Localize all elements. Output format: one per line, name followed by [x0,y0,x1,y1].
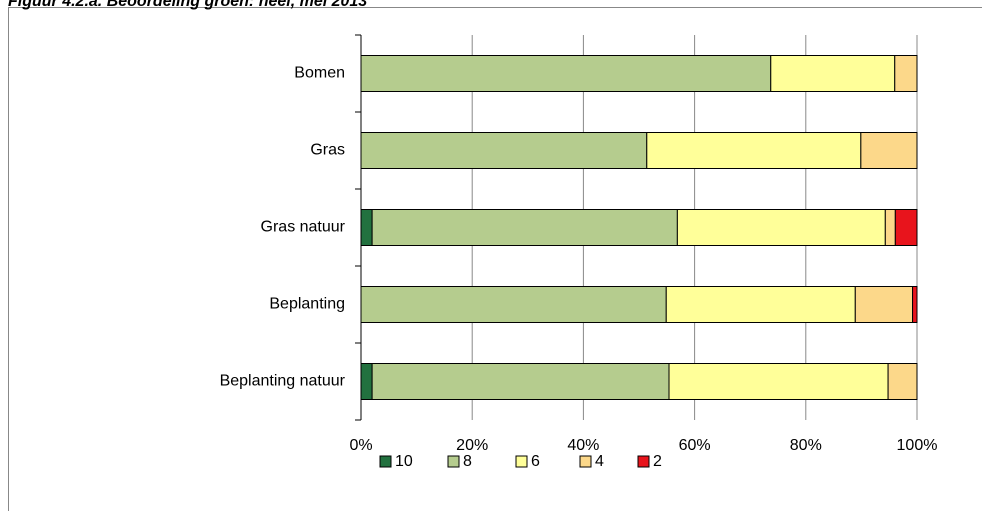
legend-swatch [447,455,460,468]
x-tick-label: 0% [349,437,372,454]
bar-segment [360,132,648,169]
bar-segment [894,209,918,246]
bar-segment [887,363,918,400]
bar-segment [371,363,670,400]
x-tick-label: 20% [456,437,488,454]
y-tick-label: Bomen [294,65,345,82]
x-tick-label: 100% [897,437,938,454]
y-tick-label: Beplanting [269,296,345,313]
legend-swatch [637,455,650,468]
legend-label: 8 [463,453,472,470]
bar-segment [360,55,772,92]
legend-label: 10 [395,453,413,470]
bar-segment [884,209,896,246]
legend-swatch [579,455,592,468]
bar-segment [894,55,918,92]
bar-segment [668,363,889,400]
y-tick-label: Gras [310,142,345,159]
bar-segment [770,55,896,92]
chart-frame [8,7,982,511]
legend-label: 2 [653,453,662,470]
bar-segment [646,132,862,169]
bar-segment [860,132,918,169]
x-tick-label: 60% [679,437,711,454]
y-tick-label: Gras natuur [261,219,346,236]
bar-segment [854,286,914,323]
bar-segment [360,209,373,246]
bar-segment [665,286,856,323]
y-tick-label: Beplanting natuur [220,373,346,390]
legend-label: 4 [595,453,604,470]
bar-segment [371,209,678,246]
x-tick-label: 40% [567,437,599,454]
legend-swatch [515,455,528,468]
chart-title: Figuur 4.2.a. Beoordeling groen: heel, m… [8,0,367,10]
legend-label: 6 [531,453,540,470]
bar-segment [912,286,918,323]
bar-segment [360,363,373,400]
bar-segment [360,286,667,323]
legend-swatch [379,455,392,468]
x-tick-label: 80% [790,437,822,454]
bar-segment [676,209,886,246]
